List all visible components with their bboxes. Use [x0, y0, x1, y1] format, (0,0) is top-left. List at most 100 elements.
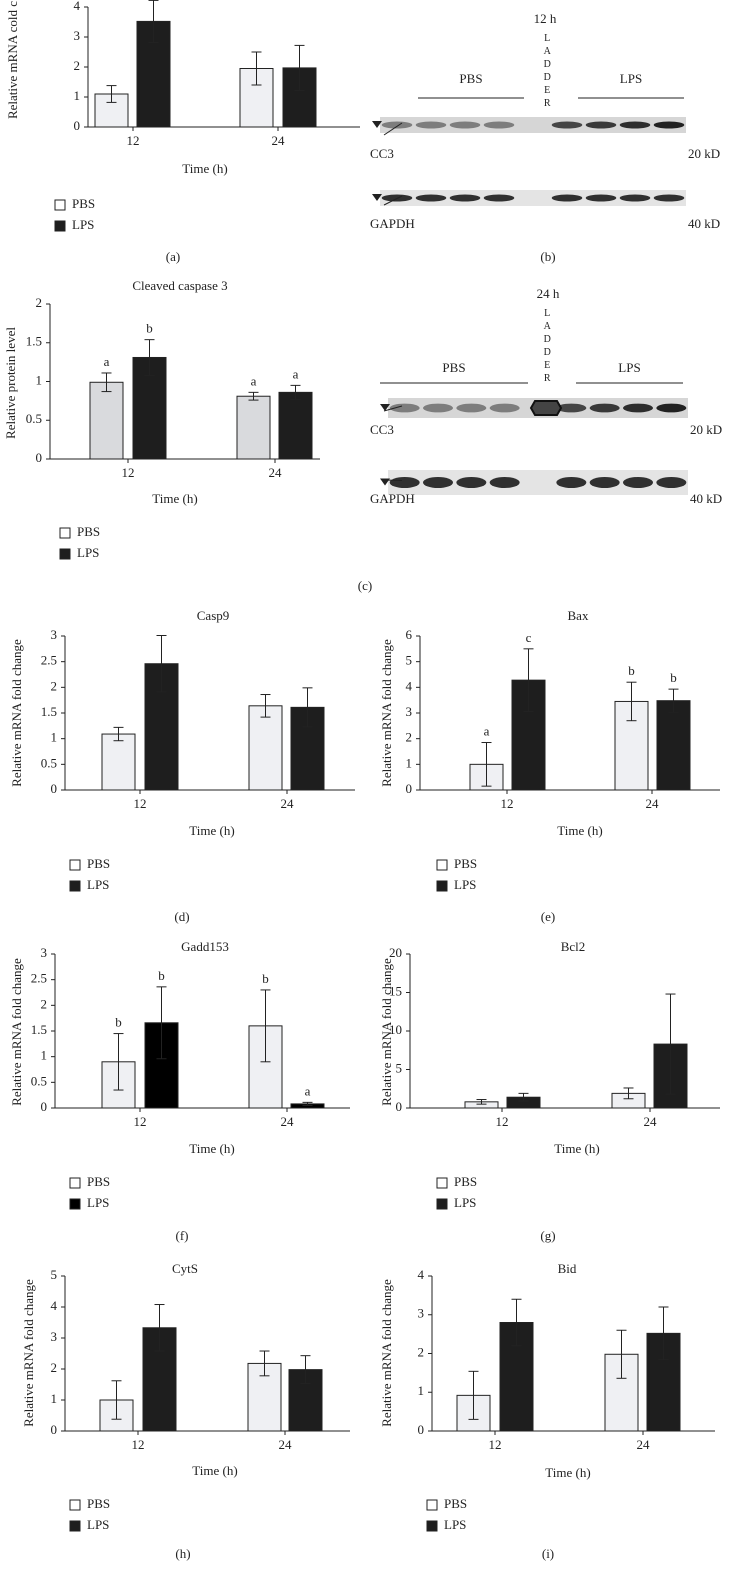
blot-band	[489, 477, 520, 488]
blot-band	[623, 477, 653, 488]
y-tick-label: 2	[74, 58, 81, 73]
significance-letter: a	[251, 373, 257, 388]
y-axis-label: Relative mRNA fold change	[9, 639, 24, 787]
y-tick-label: 3	[41, 945, 48, 960]
panel-label: (e)	[541, 909, 555, 924]
blot-strip	[380, 190, 686, 206]
legend-swatch	[436, 1198, 448, 1210]
y-tick-label: 6	[406, 627, 413, 642]
legend-label: LPS	[454, 877, 476, 892]
band-label: GAPDH	[370, 491, 415, 506]
group-label: LPS	[618, 360, 640, 375]
y-tick-label: 5	[396, 1060, 403, 1075]
blot-band	[415, 194, 447, 202]
bar	[278, 391, 313, 460]
ladder-label: LADDER	[542, 308, 553, 386]
y-tick-label: 10	[389, 1022, 402, 1037]
panel-label: (c)	[358, 578, 372, 593]
significance-letter: b	[146, 321, 153, 336]
y-axis-label: Relative mRNA fold change	[379, 639, 394, 787]
legend-label: PBS	[87, 856, 110, 871]
y-axis-label: Relative mRNA fold change	[21, 1279, 36, 1427]
error-bar	[468, 1370, 479, 1420]
error-bar	[518, 1092, 529, 1102]
group-label: PBS	[442, 360, 465, 375]
legend-label: PBS	[87, 1496, 110, 1511]
x-tick-label: 12	[134, 1114, 147, 1129]
legend-swatch	[436, 880, 448, 892]
blot-band	[423, 477, 453, 488]
y-tick-label: 0	[406, 781, 413, 796]
blot-time: 24 h	[537, 286, 560, 301]
error-bar	[156, 634, 167, 693]
y-axis-label: Relative mRNA cold c	[5, 1, 20, 119]
bar	[656, 700, 691, 791]
chart-title: Casp9	[197, 608, 230, 623]
y-tick-label: 1	[406, 755, 413, 770]
bar	[89, 381, 124, 460]
legend-label: PBS	[454, 856, 477, 871]
significance-letter: b	[115, 1015, 122, 1030]
x-tick-label: 12	[127, 133, 140, 148]
blot-time: 12 h	[534, 11, 557, 26]
legend-swatch	[436, 1177, 448, 1189]
legend-swatch	[69, 880, 81, 892]
x-tick-label: 12	[496, 1114, 509, 1129]
legend-swatch	[69, 1499, 81, 1511]
legend-label: PBS	[72, 196, 95, 211]
significance-letter: a	[104, 354, 110, 369]
legend-label: LPS	[87, 1517, 109, 1532]
y-tick-label: 0.5	[26, 411, 42, 426]
legend-swatch	[69, 1177, 81, 1189]
error-bar	[626, 681, 637, 722]
blot-band	[589, 477, 620, 488]
significance-letter: b	[670, 670, 677, 685]
significance-letter: b	[262, 971, 269, 986]
y-tick-label: 0	[51, 1422, 58, 1437]
blot-band	[489, 403, 520, 413]
error-bar	[144, 339, 155, 376]
blot-strip	[380, 117, 686, 133]
y-tick-label: 0	[51, 781, 58, 796]
legend-label: LPS	[444, 1517, 466, 1532]
blot-band	[381, 121, 413, 129]
significance-letter: a	[305, 1083, 311, 1098]
band-label: CC3	[370, 146, 394, 161]
y-tick-label: 5	[406, 653, 413, 668]
x-tick-label: 24	[269, 465, 283, 480]
y-tick-label: 2	[406, 730, 413, 745]
panel-label: (i)	[542, 1546, 554, 1561]
y-axis-label: Relative mRNA fold change	[9, 958, 24, 1106]
y-tick-label: 3	[418, 1306, 425, 1321]
blot-band	[483, 194, 515, 202]
error-bar	[260, 694, 271, 718]
bar	[236, 395, 271, 460]
error-bar	[294, 44, 305, 91]
y-tick-label: 0	[74, 118, 81, 133]
error-bar	[290, 384, 301, 400]
chart-title: Gadd153	[181, 939, 229, 954]
blot-band	[585, 194, 617, 202]
ladder-label: LADDER	[542, 33, 553, 111]
panel-label: (g)	[540, 1228, 555, 1243]
blot-band	[656, 403, 687, 413]
y-tick-label: 2	[51, 678, 58, 693]
error-bar	[476, 1099, 487, 1105]
blot-band	[449, 121, 481, 129]
y-tick-label: 0	[396, 1099, 403, 1114]
error-bar	[623, 1087, 634, 1100]
x-axis-label: Time (h)	[152, 491, 197, 506]
error-bar	[113, 1033, 124, 1091]
chart-title: Bax	[568, 608, 589, 623]
x-tick-label: 12	[134, 796, 147, 811]
error-bar	[481, 742, 492, 787]
error-bar	[154, 1304, 165, 1352]
chart-title: Cleaved caspase 3	[132, 278, 227, 293]
x-tick-label: 12	[501, 796, 514, 811]
x-tick-label: 24	[272, 133, 286, 148]
error-bar	[111, 1380, 122, 1420]
y-tick-label: 1	[51, 1391, 58, 1406]
legend-swatch	[426, 1520, 438, 1532]
y-tick-label: 0	[36, 450, 43, 465]
